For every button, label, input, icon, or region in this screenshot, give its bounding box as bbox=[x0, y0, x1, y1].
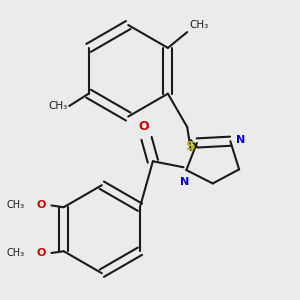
Text: CH₃: CH₃ bbox=[7, 200, 25, 211]
Text: N: N bbox=[236, 135, 245, 145]
Text: S: S bbox=[186, 140, 196, 153]
Text: N: N bbox=[180, 177, 189, 187]
Text: O: O bbox=[37, 248, 46, 258]
Text: CH₃: CH₃ bbox=[48, 101, 68, 111]
Text: CH₃: CH₃ bbox=[189, 20, 208, 30]
Text: O: O bbox=[138, 120, 149, 133]
Text: CH₃: CH₃ bbox=[7, 248, 25, 258]
Text: O: O bbox=[37, 200, 46, 211]
